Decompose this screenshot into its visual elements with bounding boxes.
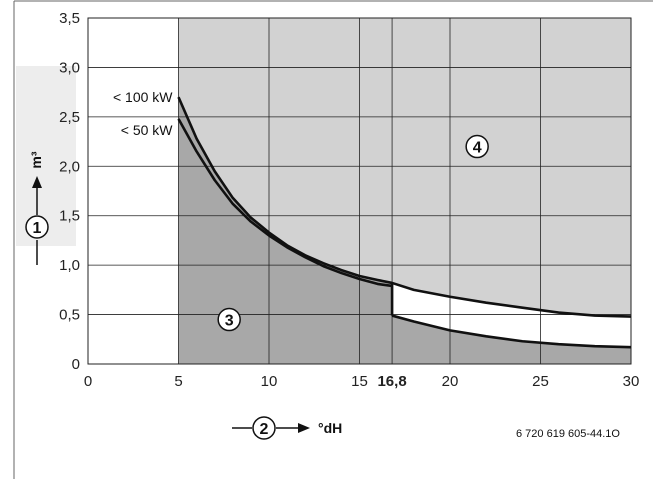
zone-badge-number-3: 3 bbox=[225, 313, 234, 330]
curve-label-under-100kw: < 100 kW bbox=[113, 89, 173, 105]
x-tick-label-1: 5 bbox=[174, 373, 182, 390]
series-line-lower bbox=[391, 314, 632, 349]
y-tick-label-5: 2,5 bbox=[59, 109, 80, 126]
x-tick-label-4: 16,8 bbox=[377, 373, 406, 390]
plot-border bbox=[87, 17, 632, 365]
y-axis-arrow-head bbox=[32, 176, 42, 188]
y-axis-badge-number: 1 bbox=[33, 220, 42, 237]
y-tick-label-3: 1,5 bbox=[59, 208, 80, 225]
y-tick-label-2: 1,0 bbox=[59, 257, 80, 274]
y-tick-label-1: 0,5 bbox=[59, 307, 80, 324]
x-axis-badge-circle bbox=[252, 416, 276, 440]
x-tick-label-0: 0 bbox=[84, 373, 92, 390]
zone-badge-circle-3 bbox=[217, 307, 241, 332]
plot-area: 0 5 10 15 16,8 20 25 30 0 0,5 1,0 1,5 2,0 2,5 3,0 3,5 < … bbox=[59, 10, 639, 390]
x-tick-label-6: 25 bbox=[532, 373, 549, 390]
x-tick-label-7: 30 bbox=[623, 373, 640, 390]
region-3-fill-left bbox=[178, 97, 393, 364]
y-axis-legend: 1 m³ bbox=[25, 151, 49, 265]
x-axis-legend: 2 °dH bbox=[232, 416, 342, 440]
white-band bbox=[392, 282, 631, 348]
y-axis-unit: m³ bbox=[28, 151, 44, 168]
y-tick-label-0: 0 bbox=[72, 356, 80, 373]
y-tick-label-4: 2,0 bbox=[59, 158, 80, 175]
series-line-under-50kw bbox=[177, 118, 393, 288]
x-axis-arrow-head bbox=[298, 423, 310, 433]
series-line-under-100kw bbox=[177, 96, 632, 318]
x-tick-label-5: 20 bbox=[442, 373, 459, 390]
y-tick-label-6: 3,0 bbox=[59, 59, 80, 76]
figure-id: 6 720 619 605-44.1O bbox=[516, 428, 620, 440]
zone-badge-circle-4 bbox=[465, 134, 489, 159]
x-tick-label-2: 10 bbox=[261, 373, 278, 390]
x-tick-label-3: 15 bbox=[351, 373, 368, 390]
x-axis-badge-number: 2 bbox=[260, 421, 269, 438]
zone-badge-number-4: 4 bbox=[473, 140, 482, 157]
curve-label-under-50kw: < 50 kW bbox=[121, 122, 174, 138]
y-axis-badge-circle bbox=[25, 215, 49, 239]
x-axis-unit: °dH bbox=[318, 420, 342, 436]
y-tick-label-7: 3,5 bbox=[59, 10, 80, 27]
